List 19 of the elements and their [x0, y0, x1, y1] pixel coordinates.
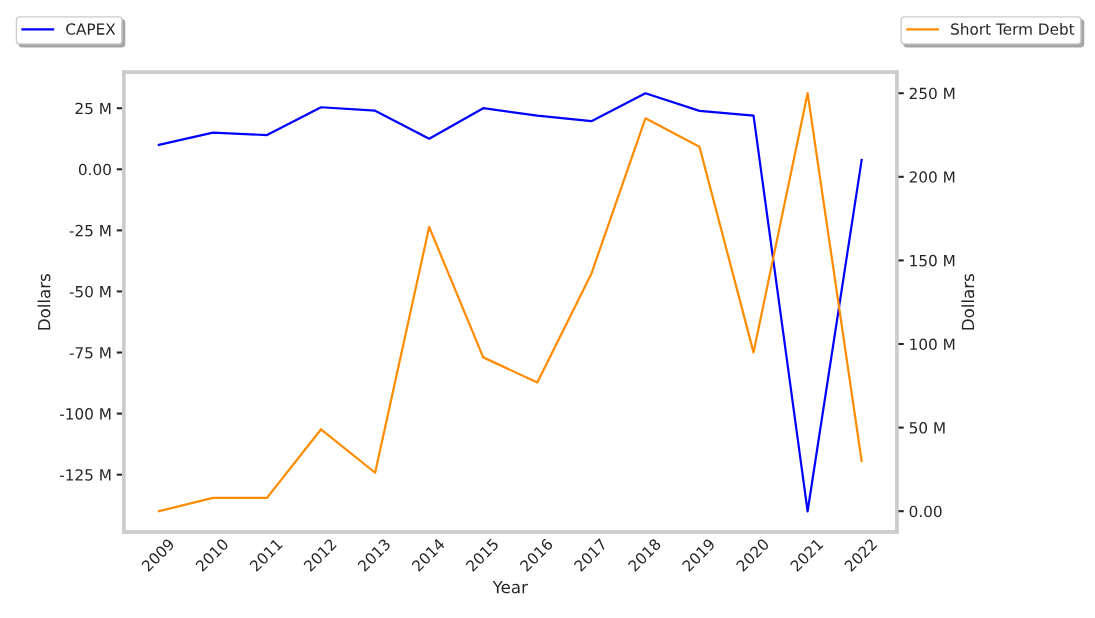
y-tick-label: -125 M	[59, 469, 111, 481]
y-tick-label: 25 M	[75, 102, 111, 115]
y-tick-label: 0.00	[78, 163, 111, 176]
y-tick-label: -25 M	[69, 224, 111, 237]
y2-tick-label: 50 M	[909, 422, 945, 434]
y2-tick-label: 0.00	[909, 505, 942, 518]
y-axis-title: Dollars	[37, 273, 51, 330]
y2-tick-label: 150 M	[910, 254, 955, 267]
line-series	[157, 92, 863, 513]
y2-tick-label: 250 M	[909, 87, 955, 100]
legend-label: CAPEX	[66, 23, 116, 35]
y2-tick-label: 100 M	[910, 338, 955, 351]
legend-label: Short Term Debt	[951, 23, 1075, 35]
y-tick-label: -100 M	[59, 408, 111, 420]
y-tick-label: -75 M	[69, 347, 111, 359]
y2-axis-title: Dollars	[961, 273, 975, 330]
y-tick-label: -50 M	[69, 285, 111, 298]
x-axis-title: Year	[492, 580, 528, 594]
y2-tick-label: 200 M	[909, 171, 955, 183]
